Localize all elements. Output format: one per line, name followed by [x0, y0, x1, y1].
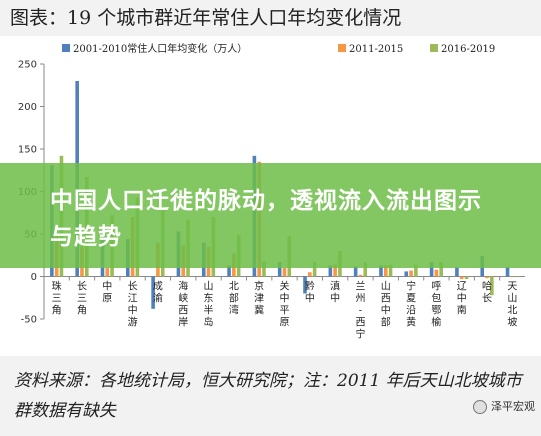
bar — [277, 262, 282, 277]
x-tick-label: 山西中部 — [381, 281, 391, 329]
legend-swatch — [62, 44, 70, 52]
bar — [459, 276, 464, 280]
x-tick-label: 京津冀 — [254, 280, 264, 317]
x-tick-label: 中原 — [102, 280, 112, 305]
legend-swatch — [430, 44, 438, 52]
bar — [308, 272, 312, 277]
legend-swatch — [338, 44, 346, 52]
bar — [363, 262, 368, 277]
bar — [383, 265, 388, 277]
bar — [510, 276, 515, 278]
bar — [303, 276, 307, 294]
legend-label: 2001-2010常住人口年均变化（万人） — [73, 42, 247, 55]
bar — [353, 266, 358, 277]
x-tick-label: 呼包鄂榆 — [431, 281, 441, 329]
bar — [312, 262, 317, 277]
bar — [262, 261, 266, 277]
x-tick-label: 滇中 — [330, 280, 340, 305]
wechat-icon — [473, 400, 487, 414]
bar — [404, 271, 409, 277]
legend-label: 2016-2019 — [441, 44, 495, 55]
bar — [333, 264, 337, 277]
source-note: 资料来源：各地统计局，恒大研究院；注：2011 年后天山北坡城市群数据有缺失 泽… — [0, 356, 541, 436]
x-tick-label: 黔中 — [305, 280, 315, 305]
bar — [388, 264, 393, 277]
x-tick-label: 长江中游 — [128, 281, 138, 329]
bar — [464, 276, 469, 280]
bar — [151, 276, 155, 309]
watermark-text: 泽平宏观 — [491, 400, 535, 413]
bar — [414, 264, 418, 277]
bar — [409, 270, 413, 277]
x-tick-label: 兰州-西宁 — [355, 280, 365, 341]
bar — [379, 265, 383, 277]
source-text: 资料来源：各地统计局，恒大研究院；注：2011 年后天山北坡城市群数据有缺失 — [14, 371, 522, 421]
bar — [490, 276, 494, 296]
y-tick-label: 0 — [31, 272, 37, 283]
x-tick-label: 珠三角 — [52, 280, 62, 317]
y-tick-label: 250 — [18, 60, 37, 71]
bar — [227, 265, 231, 277]
bar — [434, 269, 439, 277]
x-tick-label: 山东半岛 — [204, 281, 214, 329]
bar — [105, 268, 110, 277]
bar — [485, 276, 489, 279]
y-tick-label: -50 — [21, 315, 37, 326]
x-tick-label: 宁夏沿黄 — [406, 280, 416, 329]
y-tick-label: 200 — [18, 102, 37, 113]
x-tick-label: 海峡西岸 — [178, 280, 188, 329]
bar — [282, 268, 287, 277]
bar — [515, 276, 519, 278]
bar — [455, 267, 459, 277]
banner-text: 中国人口迁徙的脉动，透视流入流出图示与趋势 — [50, 188, 482, 250]
x-tick-label: 辽中南 — [457, 281, 467, 317]
x-tick-label: 成渝 — [153, 281, 163, 305]
x-tick-label: 北部湾 — [229, 281, 239, 317]
bar — [505, 267, 510, 277]
bar — [439, 262, 443, 277]
x-tick-label: 哈长 — [482, 280, 492, 305]
legend-label: 2011-2015 — [349, 44, 403, 55]
watermark: 泽平宏观 — [473, 392, 535, 422]
y-tick-label: 150 — [18, 145, 37, 156]
x-tick-label: 关中平原 — [280, 280, 290, 329]
x-tick-label: 天山北坡 — [507, 282, 517, 329]
banner-overlay: 中国人口迁徙的脉动，透视流入流出图示与趋势 — [0, 163, 541, 268]
chart-title: 图表：19 个城市群近年常住人口年均变化情况 — [0, 0, 541, 36]
bar — [429, 262, 434, 277]
bar — [328, 265, 333, 277]
x-tick-label: 长三角 — [77, 281, 87, 317]
bar — [358, 274, 363, 277]
